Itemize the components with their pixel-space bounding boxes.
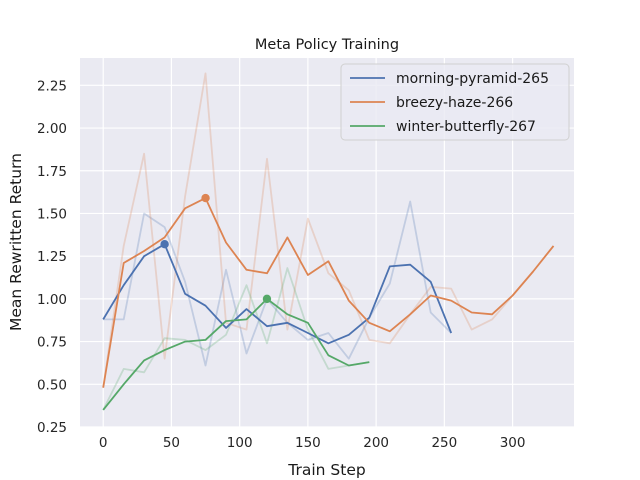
x-tick-label: 250 (431, 435, 457, 451)
x-tick-label: 50 (163, 435, 180, 451)
series-markers (160, 193, 272, 304)
x-tick-label: 200 (363, 435, 389, 451)
y-tick-label: 0.50 (37, 377, 67, 393)
x-tick-label: 300 (500, 435, 526, 451)
y-tick-label: 1.00 (37, 292, 67, 308)
x-tick-labels: 0 50 100 150 200 250 300 (99, 435, 526, 451)
marker-winter-butterfly-267 (262, 294, 272, 304)
smoothed-line-winter-butterfly-267 (102, 297, 370, 411)
raw-series-lines (102, 72, 555, 411)
legend-box (340, 63, 570, 141)
y-tick-label: 0.75 (37, 335, 67, 351)
raw-line-winter-butterfly-267 (102, 267, 370, 411)
y-axis-label: Mean Rewritten Return (7, 153, 25, 331)
chart-title: Meta Policy Training (255, 37, 399, 53)
raw-line-breezy-haze-266 (102, 72, 555, 388)
grid-lines (80, 58, 574, 428)
y-tick-label: 1.25 (37, 249, 67, 265)
marker-morning-pyramid-265 (160, 240, 169, 249)
x-tick-label: 150 (295, 435, 321, 451)
legend-label-morning-pyramid-265: morning-pyramid-265 (396, 71, 549, 87)
y-tick-label: 2.25 (37, 78, 67, 94)
legend-label-breezy-haze-266: breezy-haze-266 (396, 95, 513, 111)
legend: morning-pyramid-265 breezy-haze-266 winter… (340, 63, 570, 141)
legend-label-winter-butterfly-267: winter-butterfly-267 (396, 119, 536, 135)
y-tick-labels: 0.25 0.50 0.75 1.00 1.25 1.50 1.75 2.00 2.25 (37, 78, 67, 436)
y-tick-label: 0.25 (37, 420, 67, 436)
marker-breezy-haze-266 (201, 193, 210, 203)
smoothed-line-breezy-haze-266 (102, 197, 555, 388)
y-tick-label: 1.50 (37, 206, 67, 222)
legend-items: morning-pyramid-265 breezy-haze-266 winter… (350, 71, 549, 135)
raw-line-morning-pyramid-265 (103, 200, 452, 367)
x-axis-label: Train Step (287, 461, 365, 479)
y-tick-label: 2.00 (37, 121, 67, 137)
x-tick-label: 100 (227, 435, 253, 451)
y-tick-label: 1.75 (37, 164, 67, 180)
x-tick-label: 0 (99, 435, 108, 451)
